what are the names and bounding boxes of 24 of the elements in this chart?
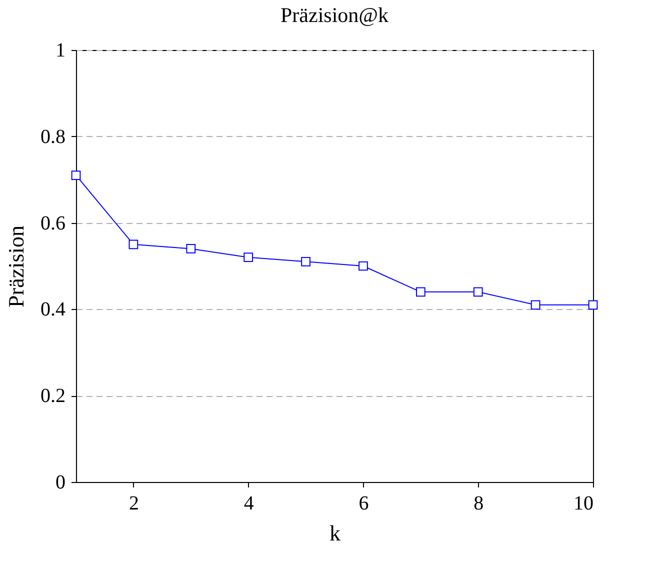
x-tick-label: 10 [574,492,594,514]
point [358,261,368,271]
y-tick-label: 1 [56,40,66,62]
y-tick-label: 0.6 [40,212,66,234]
point [530,300,540,310]
x-tick-label: 6 [358,492,369,514]
chart-title: Präzision@k [280,3,389,27]
point [416,287,426,297]
y-axis-title: Präzision [4,226,28,308]
point [128,240,138,250]
point [588,300,598,310]
point [186,244,196,254]
y-tick-label: 0 [56,472,66,494]
x-axis-title: k [330,520,340,546]
point [473,287,483,297]
point [244,252,254,262]
y-tick-label: 0.4 [40,298,66,321]
point [301,256,310,266]
x-tick-label: 4 [244,492,254,514]
y-tick-label: 0.8 [40,126,66,148]
point [71,170,81,180]
x-tick-label: 8 [474,492,484,514]
x-tick-label: 2 [128,492,139,514]
y-tick-label: 0.2 [40,385,66,408]
